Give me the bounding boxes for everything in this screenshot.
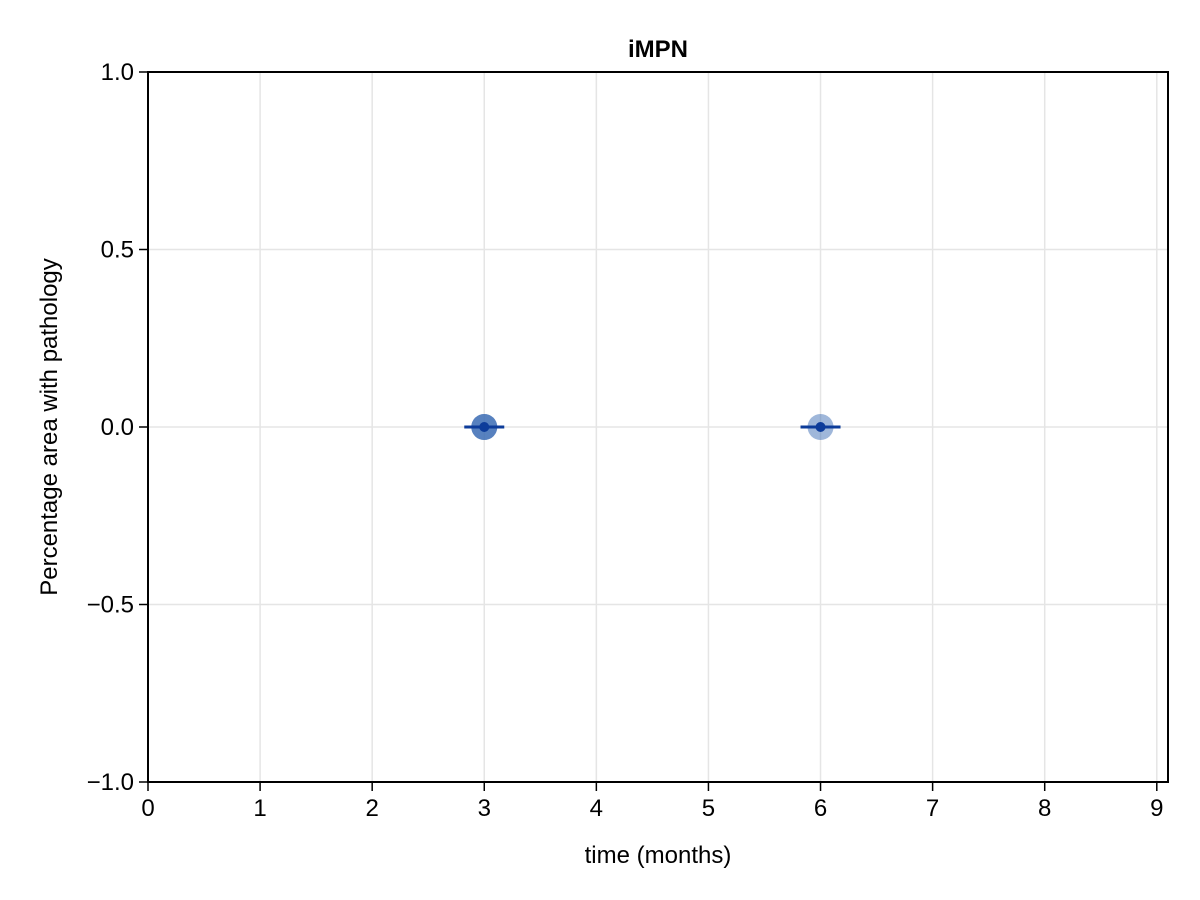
y-tick-label: −1.0 [87, 769, 134, 796]
x-tick-label: 2 [365, 795, 378, 822]
x-axis-title: time (months) [585, 842, 732, 869]
y-tick-label: −0.5 [87, 592, 134, 619]
x-tick-label: 7 [926, 795, 939, 822]
mean-point [479, 422, 490, 432]
x-tick-label: 0 [141, 795, 154, 822]
y-tick-label: 1.0 [101, 59, 134, 86]
x-tick-label: 3 [478, 795, 491, 822]
mark-layer [464, 414, 841, 440]
mean-point [815, 422, 826, 432]
y-tick-label: 0.5 [101, 237, 134, 264]
x-tick-label: 4 [590, 795, 603, 822]
x-tick-label: 1 [253, 795, 266, 822]
x-tick-label: 9 [1150, 795, 1163, 822]
x-tick-label: 5 [702, 795, 715, 822]
x-tick-label: 8 [1038, 795, 1051, 822]
chart-title: iMPN [628, 36, 688, 63]
x-tick-label: 6 [814, 795, 827, 822]
y-axis-title: Percentage area with pathology [36, 258, 63, 596]
y-tick-label: 0.0 [101, 414, 134, 441]
tick-layer: 0 1 2 3 4 5 6 7 8 9 −1.0 −0.5 0.0 0.5 1.0 [87, 59, 1164, 822]
